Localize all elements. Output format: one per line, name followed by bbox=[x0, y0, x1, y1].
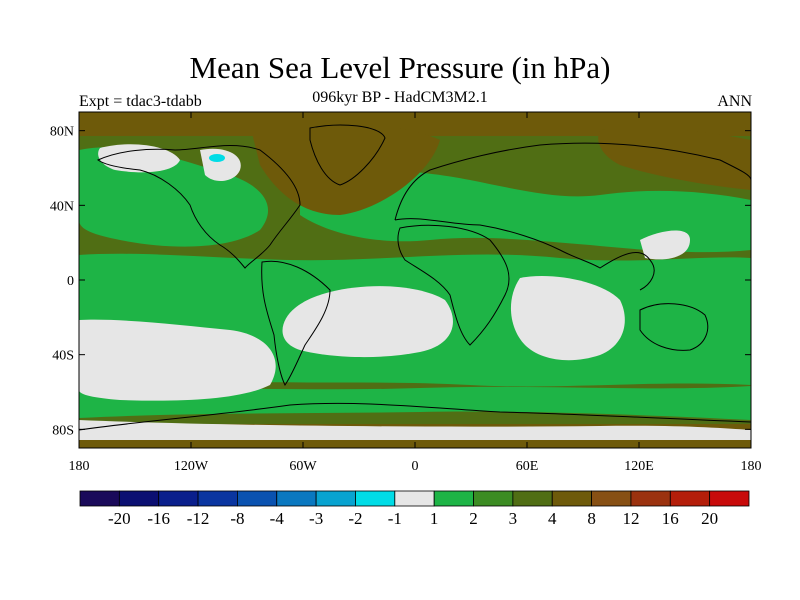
lat-tick-label: 80N bbox=[50, 125, 74, 140]
colorbar-label: 1 bbox=[430, 509, 439, 528]
colorbar-swatch bbox=[158, 490, 199, 507]
coast-greenland bbox=[309, 124, 386, 186]
pressure-field bbox=[79, 112, 751, 448]
colorbar-label: 20 bbox=[701, 509, 718, 528]
lat-tick-label: 80S bbox=[52, 423, 74, 438]
colorbar-label: 12 bbox=[622, 509, 639, 528]
colorbar-label: -4 bbox=[270, 509, 285, 528]
colorbar-swatch bbox=[355, 490, 396, 507]
field-alaska-grey bbox=[98, 144, 180, 173]
colorbar-swatch bbox=[237, 490, 278, 507]
colorbar-swatch bbox=[551, 490, 592, 507]
colorbar-label: 8 bbox=[587, 509, 596, 528]
coast-south-america bbox=[261, 260, 331, 386]
colorbar: -20 -16 -12 -8 -4 -3 -2 -1 1 2 3 4 8 12 16 20 bbox=[79, 490, 750, 528]
colorbar-label: -20 bbox=[108, 509, 131, 528]
coast-africa bbox=[397, 224, 510, 346]
lon-tick-label: 180 bbox=[69, 459, 90, 474]
colorbar-swatch bbox=[79, 490, 120, 507]
colorbar-swatch bbox=[630, 490, 671, 507]
colorbar-label: 4 bbox=[548, 509, 557, 528]
colorbar-swatch bbox=[197, 490, 238, 507]
field-antarctic-coast-grey bbox=[79, 420, 751, 440]
coast-antarctica bbox=[79, 402, 751, 431]
field-eurasia-green bbox=[300, 169, 751, 253]
lon-tick-label: 0 bbox=[412, 459, 419, 474]
field-west-pacific-grey bbox=[640, 230, 690, 260]
colorbar-label: -1 bbox=[388, 509, 402, 528]
map-title: Mean Sea Level Pressure (in hPa) bbox=[189, 50, 611, 85]
lat-tick-label: 40N bbox=[50, 199, 74, 214]
colorbar-label: 2 bbox=[469, 509, 478, 528]
field-cyan-spot bbox=[209, 154, 225, 162]
colorbar-swatch bbox=[473, 490, 514, 507]
colorbar-swatch bbox=[276, 490, 317, 507]
colorbar-swatch bbox=[315, 490, 356, 507]
colorbar-label: -16 bbox=[147, 509, 170, 528]
colorbar-label: -12 bbox=[187, 509, 210, 528]
field-north-pacific-green bbox=[79, 147, 269, 247]
coast-australia bbox=[639, 303, 709, 351]
colorbar-label: 16 bbox=[662, 509, 679, 528]
season-label: ANN bbox=[717, 93, 752, 110]
lat-tick-label: 40S bbox=[52, 349, 74, 364]
field-southern-ocean-green bbox=[79, 386, 751, 420]
coast-eurasia bbox=[394, 142, 751, 291]
colorbar-label: -3 bbox=[309, 509, 323, 528]
colorbar-label: 3 bbox=[509, 509, 518, 528]
colorbar-swatch bbox=[512, 490, 553, 507]
colorbar-swatch bbox=[118, 490, 160, 507]
colorbar-label: -8 bbox=[230, 509, 244, 528]
field-indian-grey bbox=[510, 276, 625, 361]
map-subtitle: 096kyr BP - HadCM3M2.1 bbox=[312, 89, 488, 106]
lon-tick-label: 120E bbox=[624, 459, 654, 474]
lon-tick-label: 120W bbox=[174, 459, 209, 474]
coastlines bbox=[79, 124, 751, 431]
lon-tick-label: 60W bbox=[289, 459, 317, 474]
lon-tick-label: 180 bbox=[741, 459, 762, 474]
experiment-label: Expt = tdac3-tdabb bbox=[79, 93, 202, 110]
field-siberia-brown bbox=[598, 128, 751, 190]
coast-north-america bbox=[97, 145, 301, 269]
colorbar-swatch bbox=[433, 490, 474, 507]
lat-tick-label: 0 bbox=[67, 274, 74, 289]
latitude-axis: 80N 40N 0 40S 80S bbox=[50, 125, 751, 438]
field-south-pacific-grey bbox=[79, 319, 276, 401]
colorbar-label: -2 bbox=[348, 509, 362, 528]
colorbar-swatch bbox=[394, 490, 435, 507]
longitude-axis: 180 120W 60W 0 60E 120E 180 bbox=[69, 112, 762, 474]
lon-tick-label: 60E bbox=[516, 459, 539, 474]
colorbar-swatch bbox=[591, 490, 632, 507]
field-south-atlantic-grey bbox=[282, 286, 453, 358]
colorbar-swatch bbox=[669, 490, 711, 507]
colorbar-swatch bbox=[709, 490, 750, 507]
